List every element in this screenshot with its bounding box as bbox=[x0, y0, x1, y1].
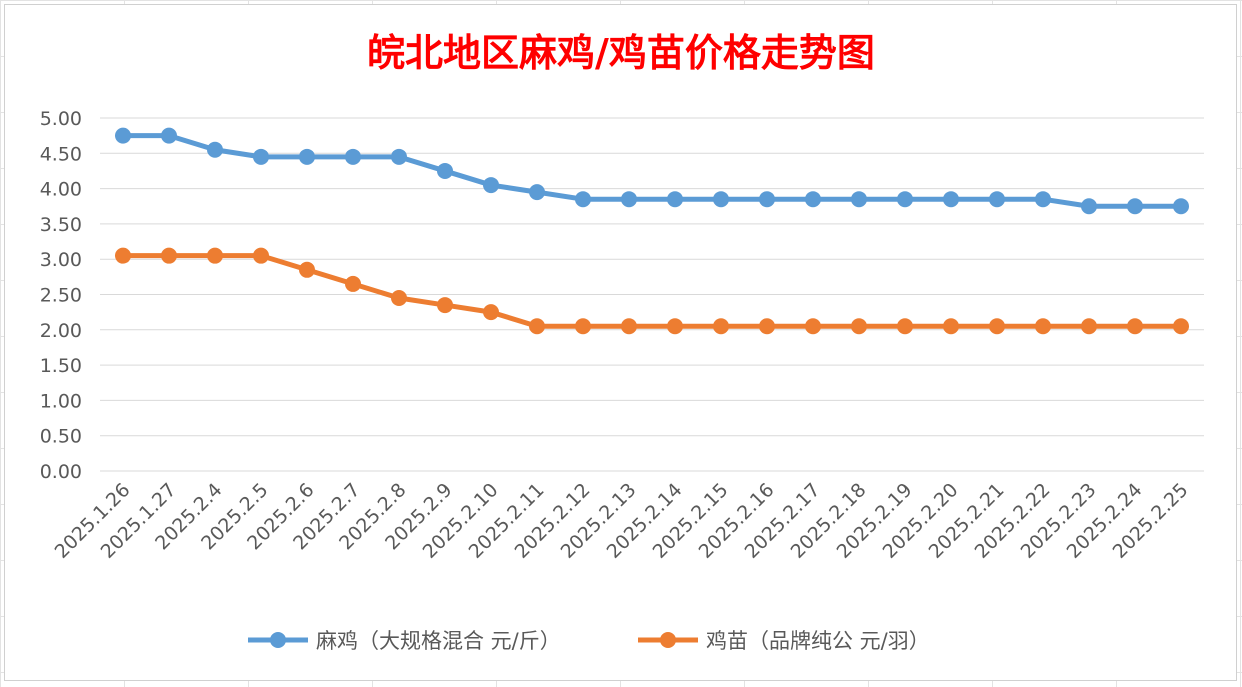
chart-title: 皖北地区麻鸡/鸡苗价格走势图 bbox=[367, 30, 875, 75]
series-2-point bbox=[621, 318, 637, 335]
series-line-2 bbox=[123, 253, 1181, 329]
legend-label-1: 麻鸡（大规格混合 元/斤） bbox=[316, 629, 561, 653]
series-1-point bbox=[759, 191, 775, 208]
series-2-point bbox=[391, 290, 407, 307]
y-tick-label: 3.00 bbox=[40, 249, 82, 271]
series-1-point bbox=[299, 148, 315, 165]
legend-marker-2 bbox=[660, 632, 676, 648]
series-2-point bbox=[161, 247, 177, 264]
series-2-point bbox=[115, 247, 131, 264]
series-2-point bbox=[483, 304, 499, 321]
series-1-point bbox=[1035, 191, 1051, 208]
series-lines bbox=[123, 133, 1181, 329]
series-1-point bbox=[713, 191, 729, 208]
series-2-point bbox=[759, 318, 775, 335]
series-2-point bbox=[667, 318, 683, 335]
y-tick-label: 0.00 bbox=[40, 461, 82, 483]
y-tick-label: 0.50 bbox=[40, 426, 82, 448]
series-1-point bbox=[943, 191, 959, 208]
series-2-point bbox=[529, 318, 545, 335]
y-tick-label: 4.50 bbox=[40, 143, 82, 165]
series-1-point bbox=[253, 148, 269, 165]
chart-area[interactable] bbox=[4, 4, 1237, 681]
series-1-point bbox=[529, 184, 545, 201]
series-1-point bbox=[1173, 198, 1189, 215]
series-1-point bbox=[437, 162, 453, 179]
series-1-point bbox=[115, 127, 131, 144]
gridlines bbox=[100, 117, 1204, 472]
series-1-point bbox=[1127, 198, 1143, 215]
y-tick-label: 1.50 bbox=[40, 355, 82, 377]
series-2-point bbox=[1127, 318, 1143, 335]
legend-label-2: 鸡苗（品牌纯公 元/羽） bbox=[706, 629, 930, 653]
y-tick-label: 4.00 bbox=[40, 179, 82, 201]
y-tick-label: 2.50 bbox=[40, 285, 82, 307]
series-1-point bbox=[483, 177, 499, 194]
y-axis-ticks: 0.00 0.50 1.00 1.50 2.00 2.50 3.00 3.50 4.00 4.50… bbox=[40, 108, 82, 483]
series-2-point bbox=[207, 247, 223, 264]
series-line-1 bbox=[123, 133, 1181, 209]
series-points bbox=[115, 127, 1189, 335]
y-tick-label: 1.00 bbox=[40, 390, 82, 412]
series-2-point bbox=[253, 247, 269, 264]
series-1-point bbox=[897, 191, 913, 208]
x-axis-ticks: 2025.1.262025.1.272025.2.42025.2.52025.2… bbox=[51, 479, 1193, 563]
series-2-point bbox=[437, 297, 453, 314]
series-1-point bbox=[161, 127, 177, 144]
series-1-point bbox=[667, 191, 683, 208]
series-1-point bbox=[621, 191, 637, 208]
series-2-point bbox=[299, 261, 315, 278]
legend: 麻鸡（大规格混合 元/斤） 鸡苗（品牌纯公 元/羽） bbox=[248, 629, 930, 653]
series-2-point bbox=[851, 318, 867, 335]
series-1-point bbox=[805, 191, 821, 208]
y-tick-label: 2.00 bbox=[40, 320, 82, 342]
series-2-point bbox=[1173, 318, 1189, 335]
series-1-point bbox=[1081, 198, 1097, 215]
series-2-point bbox=[1035, 318, 1051, 335]
series-2-point bbox=[575, 318, 591, 335]
series-1-point bbox=[575, 191, 591, 208]
legend-marker-1 bbox=[270, 632, 286, 648]
series-2-point bbox=[345, 275, 361, 292]
series-1-point bbox=[391, 148, 407, 165]
series-2-point bbox=[989, 318, 1005, 335]
series-2-point bbox=[943, 318, 959, 335]
series-1-point bbox=[851, 191, 867, 208]
y-tick-label: 3.50 bbox=[40, 214, 82, 236]
series-2-point bbox=[713, 318, 729, 335]
y-tick-label: 5.00 bbox=[40, 108, 82, 130]
series-1-point bbox=[345, 148, 361, 165]
series-1-point bbox=[989, 191, 1005, 208]
series-2-point bbox=[897, 318, 913, 335]
series-1-point bbox=[207, 141, 223, 158]
series-2-point bbox=[805, 318, 821, 335]
series-2-point bbox=[1081, 318, 1097, 335]
